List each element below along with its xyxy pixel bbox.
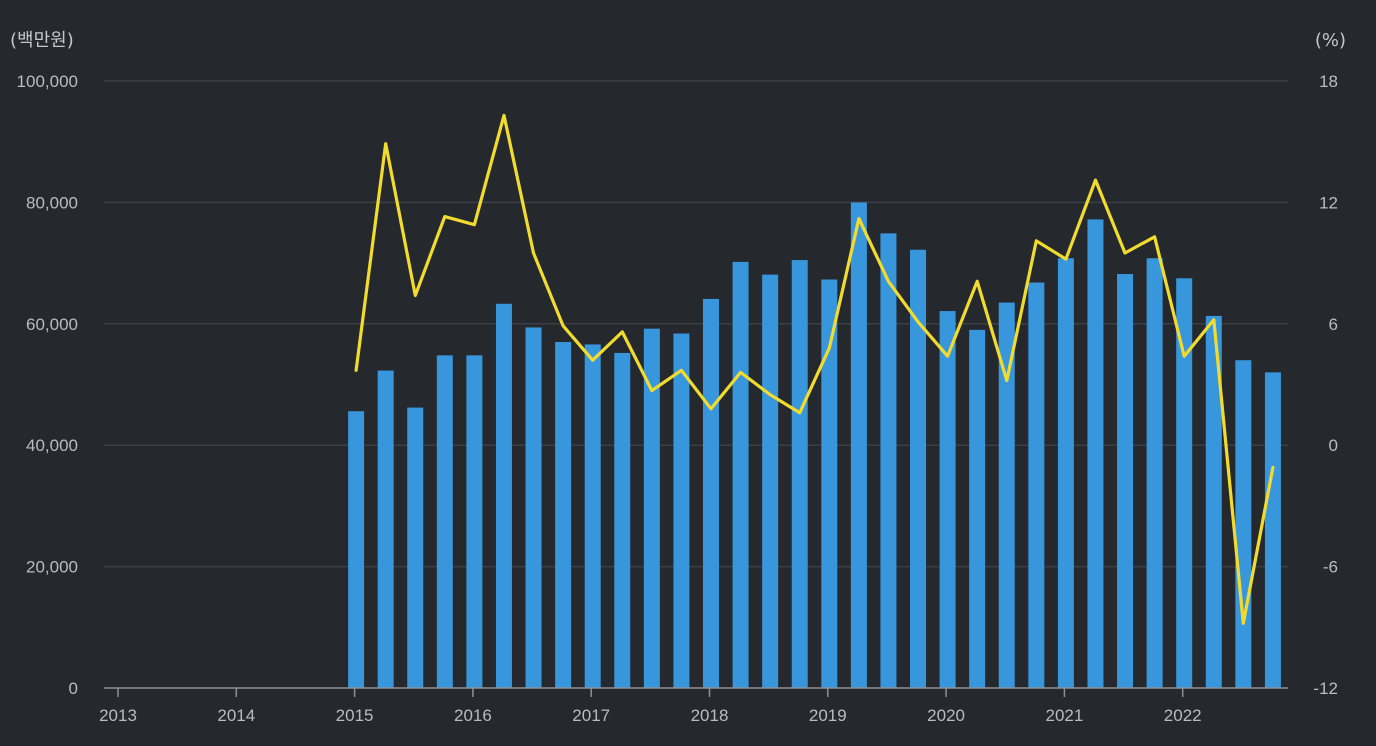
bar (584, 344, 601, 688)
right-axis-unit: (%) (1315, 30, 1346, 51)
gridlines (104, 80, 1288, 568)
bar (1205, 315, 1222, 688)
bar (1087, 219, 1104, 688)
bar (643, 328, 660, 688)
bar (614, 352, 631, 688)
bar (850, 202, 867, 688)
x-tick-label: 2020 (927, 706, 965, 725)
bar (1146, 258, 1163, 688)
left-tick-label: 60,000 (26, 315, 78, 334)
bar (939, 311, 956, 688)
bar (703, 298, 719, 688)
x-tick-label: 2022 (1164, 706, 1202, 725)
bar (348, 411, 365, 688)
bar (407, 407, 424, 688)
bar (525, 327, 542, 688)
bar (436, 355, 453, 688)
bar (998, 302, 1015, 688)
bar (821, 279, 838, 688)
x-tick-label: 2016 (454, 706, 492, 725)
x-tick-label: 2014 (217, 706, 255, 725)
bar (762, 274, 779, 688)
right-tick-label: 6 (1329, 315, 1338, 334)
x-tick-label: 2021 (1045, 706, 1083, 725)
bar (555, 342, 572, 688)
left-tick-label: 0 (69, 679, 78, 698)
left-tick-label: 40,000 (26, 436, 78, 455)
bar (1176, 278, 1193, 688)
x-tick-label: 2013 (99, 706, 137, 725)
left-tick-label: 80,000 (26, 193, 78, 212)
bar (910, 249, 927, 688)
bar (880, 233, 897, 688)
x-axis: 2013 2014 2015 2016 2017 2018 2019 2020 2021 2022 (99, 687, 1288, 725)
right-tick-label: 12 (1319, 193, 1338, 212)
growth-line (354, 113, 1275, 625)
right-tick-label: -12 (1313, 679, 1338, 698)
left-axis-unit: (백만원) (10, 30, 74, 51)
line-series (354, 113, 1275, 625)
x-tick-label: 2017 (572, 706, 610, 725)
bar-series (348, 202, 1281, 688)
bar (1264, 372, 1281, 688)
bar (732, 261, 749, 688)
right-tick-label: 18 (1319, 72, 1338, 91)
bar (969, 329, 986, 688)
bar (791, 260, 808, 688)
left-tick-label: 20,000 (26, 558, 78, 577)
bar (1057, 258, 1074, 688)
bar (673, 333, 690, 688)
left-axis-ticks: 0 20,000 40,000 60,000 80,000 100,000 (17, 72, 78, 698)
right-tick-label: 0 (1329, 436, 1338, 455)
right-axis-ticks: -12 -6 0 6 12 18 (1313, 72, 1338, 698)
x-tick-label: 2018 (691, 706, 729, 725)
x-tick-label: 2015 (336, 706, 374, 725)
left-tick-label: 100,000 (17, 72, 78, 91)
bar (1028, 282, 1045, 688)
bar (377, 370, 394, 688)
bar (1117, 274, 1134, 688)
x-tick-label: 2019 (809, 706, 847, 725)
bar (466, 355, 483, 688)
bar (1235, 360, 1252, 688)
bar (495, 303, 512, 688)
right-tick-label: -6 (1323, 558, 1338, 577)
